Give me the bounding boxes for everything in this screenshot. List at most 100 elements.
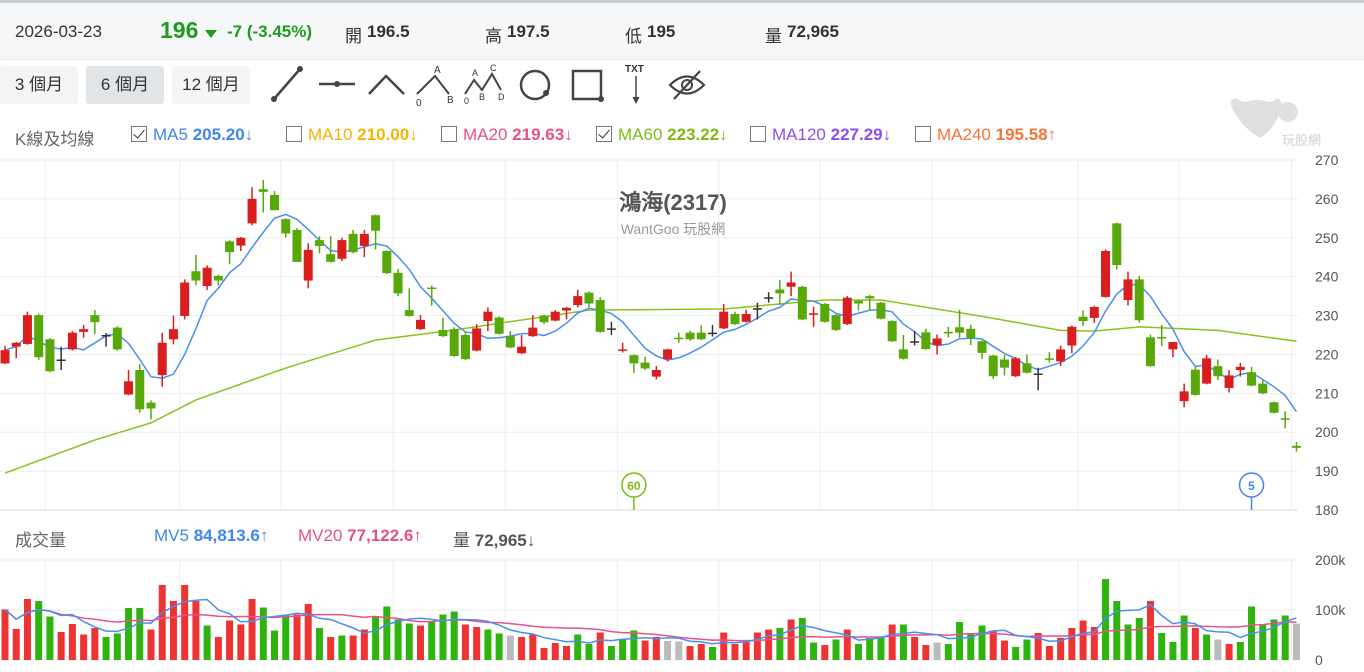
volume-bar: [495, 633, 503, 660]
candle-body: [124, 381, 134, 395]
volume-bar: [315, 628, 323, 660]
ma-checkbox[interactable]: [750, 126, 766, 142]
candle-body: [56, 359, 66, 361]
candle-body: [562, 307, 571, 311]
candle-body: [1134, 279, 1144, 321]
candle-body: [1190, 369, 1200, 395]
volume-bar: [68, 624, 76, 660]
mv-name: MV5: [154, 526, 189, 545]
volume-bar: [708, 647, 716, 660]
candle-body: [730, 314, 740, 325]
ma-start-marker[interactable]: [621, 472, 647, 498]
candle-body: [842, 297, 852, 325]
range-12-months-button[interactable]: 12 個月: [172, 66, 250, 104]
line-tool-icon[interactable]: [266, 62, 310, 108]
trend-arrow-icon: ↓: [409, 125, 418, 144]
horizontal-line-tool-icon[interactable]: [315, 62, 359, 108]
tool-letter: A: [434, 65, 441, 76]
volume-bar: [125, 608, 133, 660]
candle-body: [1101, 251, 1111, 297]
volume-bar: [1292, 623, 1300, 660]
mv-name: MV20: [298, 526, 343, 545]
range-3-months-button[interactable]: 3 個月: [0, 66, 78, 104]
candle-body: [584, 292, 594, 304]
mv-value: 77,122.6: [347, 526, 414, 545]
candle-body: [1258, 383, 1268, 394]
candle-body: [449, 329, 459, 356]
candle-body: [292, 230, 302, 262]
ma-checkbox[interactable]: [915, 126, 931, 142]
trend-arrow-icon: ↑: [1047, 125, 1057, 144]
y-tick-label: 190: [1315, 463, 1339, 479]
candle-body: [180, 282, 190, 316]
y-tick-label: 220: [1315, 346, 1339, 362]
candle-body: [348, 233, 358, 253]
volume-bar: [518, 637, 526, 660]
angle-tool-icon[interactable]: [364, 62, 408, 108]
candle-body: [943, 331, 953, 334]
ma-legend-ma10[interactable]: MA10 210.00↓: [286, 125, 418, 145]
candle-body: [696, 332, 706, 340]
low-label: 低: [625, 27, 642, 46]
volume-bar: [899, 624, 907, 660]
volume-bar: [843, 629, 851, 660]
volume-bar: [1281, 615, 1289, 660]
candle-body: [988, 355, 998, 377]
candle-body: [494, 317, 504, 334]
volume-bar: [226, 620, 234, 660]
candle-body: [876, 302, 886, 319]
candle-body: [573, 296, 583, 306]
candle-body: [1269, 402, 1279, 413]
volume-bar: [563, 646, 570, 660]
ma-checkbox[interactable]: [596, 126, 612, 142]
text-arrow-tool-icon[interactable]: TXT: [614, 62, 658, 108]
ma-legend-ma5[interactable]: MA5 205.20↓: [131, 125, 253, 145]
volume-bar: [282, 614, 290, 660]
volume-bar: [1012, 647, 1020, 660]
ma-legend-ma20[interactable]: MA20 219.63↓: [441, 125, 573, 145]
quote-price: 196: [160, 17, 199, 43]
trend-arrow-icon: ↑: [259, 526, 269, 545]
candle-body: [22, 315, 32, 344]
ma-name: MA10: [308, 125, 353, 144]
volume-bar: [989, 630, 997, 660]
volume-bar: [1158, 633, 1166, 660]
range-6-months-button[interactable]: 6 個月: [86, 66, 164, 104]
volume-bar: [810, 642, 818, 660]
volume-bar: [967, 633, 975, 660]
ma-checkbox[interactable]: [286, 126, 302, 142]
volume-bar: [192, 601, 200, 660]
chart-subtitle: WantGoo 玩股網: [621, 221, 726, 237]
candle-body: [1067, 326, 1077, 346]
candle-body: [404, 310, 414, 316]
volume-bar: [57, 632, 65, 660]
open-label: 開: [345, 27, 362, 46]
candle-body: [618, 349, 628, 351]
rectangle-tool-icon[interactable]: [565, 62, 609, 108]
candle-body: [921, 332, 931, 349]
ma-start-marker[interactable]: [1238, 472, 1265, 498]
ma-legend-ma120[interactable]: MA120 227.29↓: [750, 125, 891, 145]
ma-legend-ma60[interactable]: MA60 223.22↓: [596, 125, 728, 145]
candle-body: [225, 241, 235, 253]
ma-legend-ma240[interactable]: MA240 195.58↑: [915, 125, 1056, 145]
volume-bar: [428, 622, 436, 660]
candle-body: [146, 402, 156, 409]
hide-drawings-icon[interactable]: [665, 62, 709, 108]
candle-body: [1179, 391, 1189, 402]
volume-legend-2: MV20 77,122.6↑: [298, 526, 422, 546]
candle-body: [1033, 373, 1043, 375]
candle-body: [371, 215, 381, 231]
volume-bar: [271, 630, 279, 660]
volume-bar: [585, 644, 593, 660]
abc-wave-tool-icon[interactable]: A 0 B: [413, 62, 457, 108]
ma-checkbox[interactable]: [131, 126, 147, 142]
candle-body: [820, 303, 830, 322]
watermark-text: 玩股網: [1282, 133, 1321, 148]
circle-tool-icon[interactable]: [513, 62, 557, 108]
abcd-wave-tool-icon[interactable]: A C 0 B D: [462, 62, 506, 108]
candle-body: [1011, 358, 1021, 377]
ma-checkbox[interactable]: [441, 126, 457, 142]
volume-bar: [911, 637, 919, 660]
